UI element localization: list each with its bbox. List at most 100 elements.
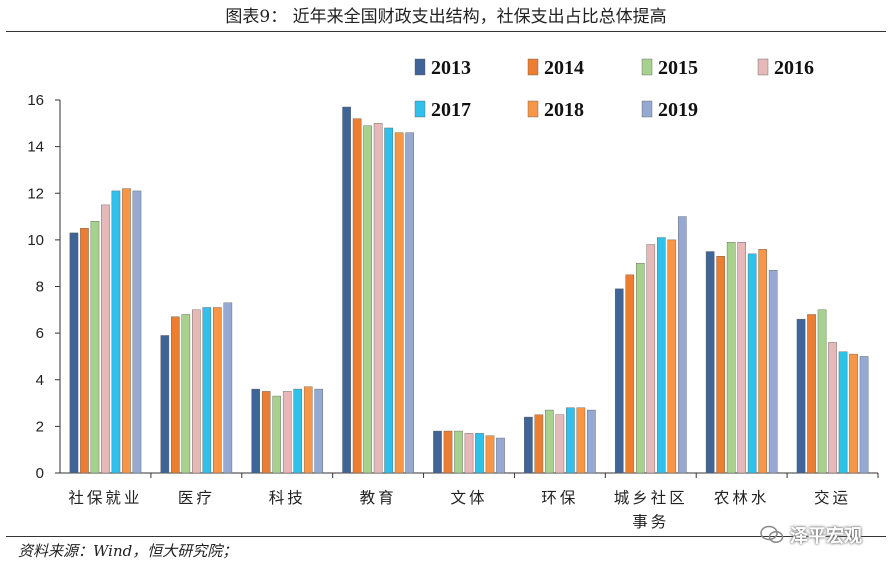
bar — [160, 335, 170, 474]
legend-label: 2018 — [544, 99, 584, 121]
bar — [261, 391, 271, 474]
bar — [394, 132, 404, 474]
legend-label: 2019 — [658, 99, 698, 121]
bar — [293, 388, 303, 474]
legend-label: 2014 — [544, 57, 584, 79]
bar — [101, 204, 110, 474]
bar — [705, 251, 715, 474]
bar — [566, 407, 575, 474]
y-tick-label: 8 — [36, 279, 44, 296]
bar — [272, 395, 282, 474]
x-category-label: 交运 — [814, 489, 851, 507]
legend-swatch — [414, 58, 426, 76]
bar — [828, 342, 837, 474]
legend-label: 2013 — [431, 57, 471, 79]
bar — [625, 274, 635, 474]
bar — [251, 388, 261, 474]
bar — [69, 232, 79, 474]
bar — [817, 309, 827, 474]
bar — [303, 386, 313, 474]
bar — [384, 127, 393, 474]
x-category-label: 文体 — [450, 489, 487, 507]
bar — [859, 356, 869, 474]
wechat-icon — [760, 525, 784, 543]
legend-label: 2016 — [774, 57, 814, 79]
bar — [726, 242, 736, 474]
y-tick-label: 6 — [36, 325, 44, 342]
bar — [80, 228, 89, 474]
legend-swatch — [641, 100, 653, 118]
y-tick-label: 2 — [36, 418, 44, 435]
bar — [524, 416, 533, 474]
bar — [677, 216, 687, 474]
y-tick-label: 12 — [27, 185, 44, 202]
x-category-label: 医疗 — [178, 489, 215, 507]
bar — [213, 307, 222, 474]
y-tick-label: 14 — [27, 139, 44, 156]
bar — [545, 409, 554, 474]
bar — [768, 269, 778, 474]
source-rule — [6, 536, 886, 537]
bar — [716, 255, 725, 474]
x-category-label: 社保就业 — [68, 489, 142, 507]
y-tick-label: 10 — [27, 232, 44, 249]
legend-swatch — [527, 58, 539, 76]
bar — [373, 123, 383, 474]
x-category-label: 教育 — [360, 489, 397, 507]
y-tick-label: 0 — [36, 465, 44, 482]
page-title: 图表9： 近年来全国财政支出结构，社保支出占比总体提高 — [225, 7, 667, 27]
bar — [614, 288, 624, 474]
bar — [314, 388, 324, 474]
source-note: 资料来源：Wind，恒大研究院； — [18, 542, 238, 560]
bar — [807, 314, 816, 474]
legend-swatch — [641, 58, 653, 76]
bar — [635, 262, 645, 474]
bar — [454, 430, 463, 474]
bar — [475, 433, 484, 474]
bar — [737, 242, 746, 474]
bar — [181, 314, 191, 474]
bar — [555, 414, 565, 474]
legend-swatch — [757, 58, 769, 76]
bar — [656, 237, 666, 474]
bar — [443, 430, 453, 474]
legend-label: 2017 — [431, 99, 471, 121]
bar — [576, 407, 586, 474]
legend-swatch — [527, 100, 539, 118]
bar — [223, 302, 233, 474]
bar — [352, 118, 362, 474]
bar — [534, 414, 544, 474]
y-tick-label: 4 — [36, 372, 44, 389]
bar — [363, 125, 372, 474]
bar — [667, 239, 677, 474]
bar — [171, 316, 180, 474]
x-category-label: 环保 — [541, 489, 578, 507]
bar — [587, 409, 596, 474]
bar — [202, 307, 212, 474]
title-rule-top — [6, 31, 886, 32]
bar — [282, 391, 292, 474]
bar — [485, 435, 495, 474]
legend-label: 2015 — [658, 57, 698, 79]
bar — [111, 190, 121, 474]
bar — [405, 132, 414, 474]
watermark-text: 泽平宏观 — [790, 526, 862, 547]
bar — [796, 318, 806, 474]
bar — [464, 433, 474, 474]
bar — [90, 221, 100, 474]
bar — [132, 190, 142, 474]
bar — [342, 106, 351, 474]
bar — [747, 253, 757, 474]
bar — [758, 248, 767, 474]
y-tick-label: 16 — [27, 92, 44, 109]
bar — [496, 437, 505, 474]
x-category-label: 事务 — [632, 513, 669, 531]
watermark: 泽平宏观 — [760, 522, 862, 548]
bar — [122, 188, 131, 474]
x-category-label: 城乡社区 — [614, 489, 688, 507]
bar — [646, 244, 656, 474]
x-category-label: 科技 — [269, 489, 306, 507]
x-category-label: 农林水 — [714, 489, 770, 507]
bar — [433, 430, 442, 474]
